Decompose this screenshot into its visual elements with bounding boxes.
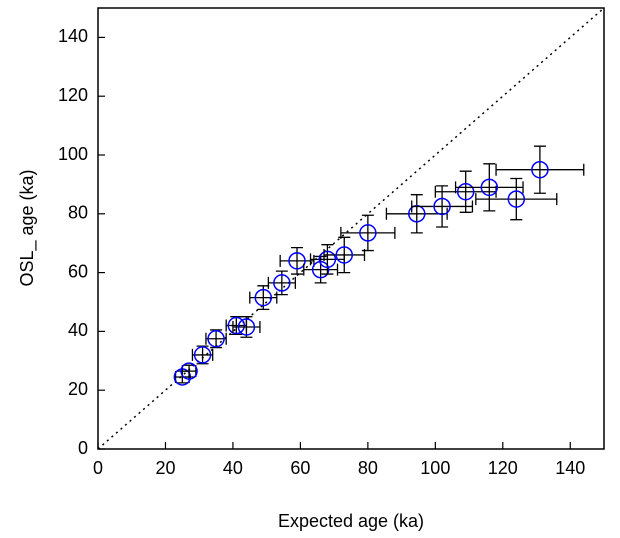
y-error-bar <box>291 246 304 275</box>
x-tick-label: 100 <box>420 458 450 478</box>
y-tick-label: 140 <box>58 26 88 46</box>
y-tick-label: 20 <box>68 379 88 399</box>
point <box>273 274 291 292</box>
y-axis-label: OSL_ age (ka) <box>17 169 38 286</box>
y-error-bar <box>361 214 374 252</box>
point <box>193 346 212 364</box>
y-error-bar <box>321 244 334 275</box>
y-tick-label: 40 <box>68 320 88 340</box>
point <box>311 260 330 279</box>
y-error-bar <box>183 364 196 378</box>
x-axis-label: Expected age (ka) <box>278 511 424 531</box>
y-error-bar <box>533 145 546 194</box>
point <box>335 246 354 264</box>
y-error-bar <box>240 316 253 338</box>
x-tick-label: 0 <box>93 458 103 478</box>
point <box>480 178 499 197</box>
point <box>433 197 451 216</box>
point <box>180 362 198 380</box>
y-tick-label: 120 <box>58 85 88 105</box>
point <box>318 250 337 269</box>
point <box>227 316 246 335</box>
x-tick-label: 60 <box>290 458 310 478</box>
y-tick-label: 100 <box>58 144 88 164</box>
x-tick-label: 140 <box>555 458 585 478</box>
y-error-bar <box>459 170 472 213</box>
point <box>456 183 475 201</box>
y-error-bar <box>410 194 423 234</box>
point <box>531 160 549 179</box>
point <box>507 190 526 208</box>
y-error-bar <box>436 185 449 228</box>
y-error-bar <box>230 316 243 335</box>
y-error-bar <box>510 177 523 221</box>
point <box>237 318 256 336</box>
x-tick-label: 40 <box>223 458 243 478</box>
plot-frame <box>97 7 605 450</box>
x-tick-label: 20 <box>155 458 175 478</box>
point <box>288 252 306 270</box>
y-tick-label: 80 <box>68 203 88 223</box>
identity-line <box>97 7 605 450</box>
point <box>207 330 225 348</box>
y-error-bar <box>483 163 496 212</box>
x-tick-label: 120 <box>488 458 518 478</box>
y-error-bar <box>196 345 209 365</box>
point <box>254 288 273 307</box>
y-tick-label: 0 <box>78 438 88 458</box>
x-tick-label: 80 <box>358 458 378 478</box>
y-error-bar <box>210 329 223 349</box>
y-tick-label: 60 <box>68 261 88 281</box>
point <box>359 224 377 242</box>
